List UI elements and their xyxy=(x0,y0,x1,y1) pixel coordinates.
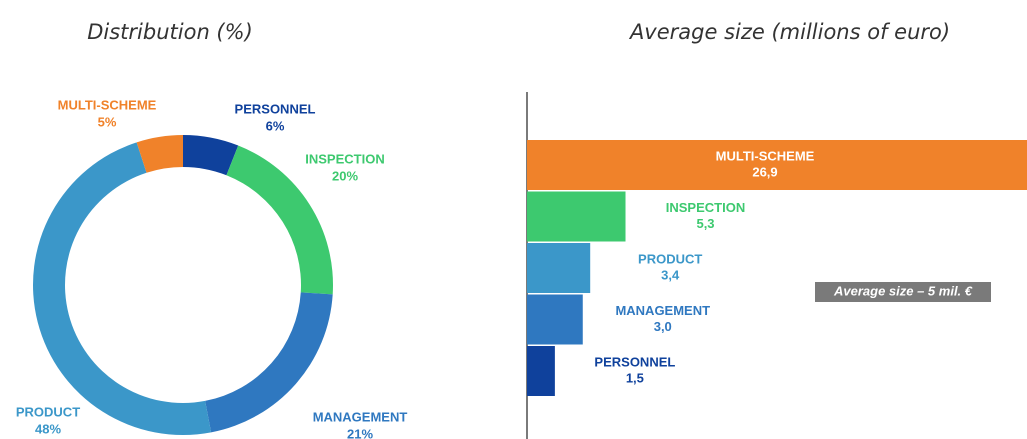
segment-name: MULTI-SCHEME xyxy=(58,97,157,112)
bar-value: 26,9 xyxy=(752,164,777,179)
bar-name: MANAGEMENT xyxy=(615,303,710,318)
bar xyxy=(527,191,626,242)
bar xyxy=(527,243,591,293)
bar-name: INSPECTION xyxy=(666,200,745,215)
bar-value: 1,5 xyxy=(626,370,644,385)
donut-segment xyxy=(32,142,212,435)
donut-segment xyxy=(205,292,333,433)
segment-value: 20% xyxy=(332,168,358,183)
segment-name: INSPECTION xyxy=(305,151,384,166)
bar-title: Average size (millions of euro) xyxy=(628,20,950,44)
bar xyxy=(527,294,583,345)
bar xyxy=(527,346,555,396)
segment-name: PRODUCT xyxy=(16,404,80,419)
donut-segment xyxy=(226,145,333,295)
bar-value: 5,3 xyxy=(696,216,714,231)
bar-name: PRODUCT xyxy=(638,251,702,266)
bar-name: PERSONNEL xyxy=(594,354,675,369)
annotation: Average size – 5 mil. € xyxy=(833,283,973,298)
bar-value: 3,0 xyxy=(654,319,672,334)
segment-value: 21% xyxy=(347,426,373,439)
segment-name: PERSONNEL xyxy=(235,101,316,116)
annotation-box xyxy=(815,282,991,302)
bar-name: MULTI-SCHEME xyxy=(716,148,815,163)
donut-title: Distribution (%) xyxy=(87,20,253,44)
segment-value: 48% xyxy=(35,421,61,436)
segment-name: MANAGEMENT xyxy=(313,409,408,424)
segment-value: 6% xyxy=(266,118,285,133)
donut-segment xyxy=(183,135,239,176)
bar xyxy=(527,140,1027,190)
segment-value: 5% xyxy=(98,114,117,129)
donut-segment xyxy=(136,135,183,173)
bar-value: 3,4 xyxy=(661,267,680,282)
